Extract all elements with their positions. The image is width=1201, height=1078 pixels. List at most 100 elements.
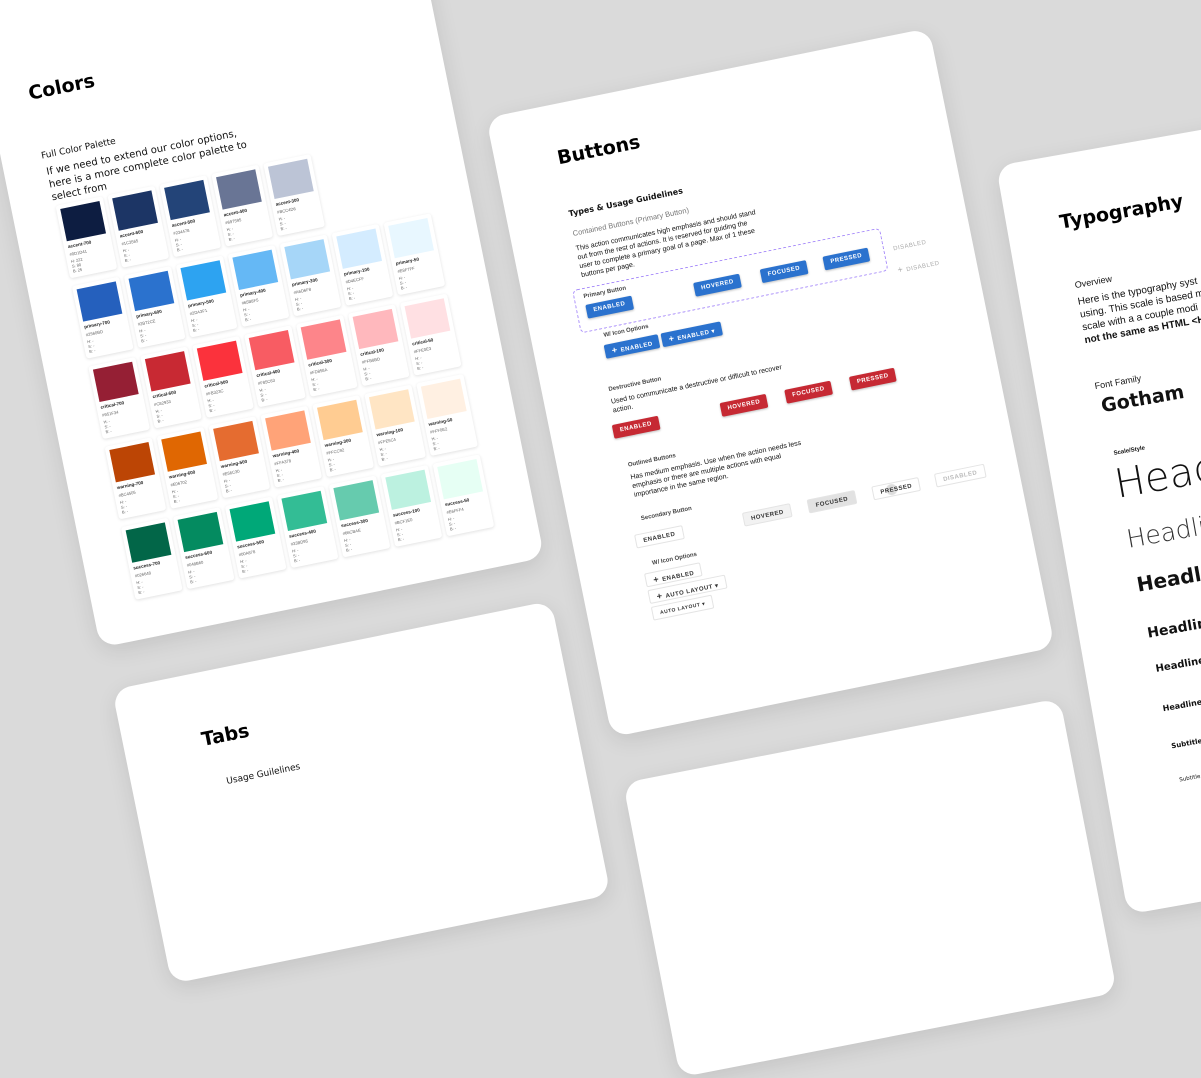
- color-chip: [281, 490, 328, 532]
- swatch-card-warning-400[interactable]: warning-400 #FFA378 H: - S: - B: -: [260, 405, 323, 488]
- swatch-card-primary-700[interactable]: primary-700 #2560BD H: - S: - B: -: [71, 276, 134, 359]
- swatch-card-primary-500[interactable]: primary-500 #2DA3F1 H: - S: - B: -: [175, 255, 238, 338]
- primary-disabled-button[interactable]: DISABLED: [892, 239, 927, 253]
- colors-card: Colors Full Color Palette If we need to …: [0, 0, 545, 648]
- swatch-card-success-100[interactable]: success-100 #BCF1E0 H: - S: - B: -: [380, 464, 443, 547]
- swatch-card-critical-300[interactable]: critical-300 #FD858A H: - S: - B: -: [295, 314, 358, 397]
- swatch-card-critical-100[interactable]: critical-100 #FFB8BD H: - S: - B: -: [347, 304, 410, 387]
- swatch-hex: #0D1D41: [69, 248, 88, 257]
- swatch-card-warning-500[interactable]: warning-500 #E56C30 H: - S: - B: -: [208, 416, 271, 499]
- secondary-pressed-button[interactable]: PRESSED: [871, 476, 922, 501]
- color-chip: [317, 399, 363, 441]
- swatch-hex: #FFB8BD: [361, 356, 381, 365]
- secondary-enabled-button[interactable]: ENABLED: [634, 525, 685, 549]
- color-chip: [161, 431, 207, 472]
- swatch-card-accent-700[interactable]: accent-700 #0D1D41 H: 222 S: 80 B: 25: [55, 196, 118, 279]
- swatch-name: primary-600: [135, 308, 163, 319]
- swatch-name: success-500: [236, 539, 265, 550]
- swatch-card-success-500[interactable]: success-500 #00A878 H: - S: - B: -: [224, 496, 287, 579]
- swatch-card-accent-500[interactable]: accent-500 #234478 H: - S: - B: -: [159, 175, 222, 258]
- swatch-hex: #FFCC92: [325, 447, 345, 456]
- swatch-card-critical-50[interactable]: critical-50 #FFE0E3 H: - S: - B: -: [399, 293, 462, 376]
- swatch-hex: #048B60: [186, 559, 204, 568]
- color-chip: [388, 217, 434, 259]
- swatch-hex: #E56C30: [221, 468, 241, 477]
- swatch-name: primary-400: [239, 287, 267, 298]
- swatch-brightness: B: -: [348, 295, 356, 302]
- secondary-focused-button[interactable]: FOCUSED: [806, 490, 858, 514]
- swatch-card-success-700[interactable]: success-700 #026648 H: - S: - B: -: [120, 517, 183, 600]
- swatch-name: warning-700: [116, 479, 144, 491]
- color-chip: [232, 249, 279, 290]
- swatch-card-warning-700[interactable]: warning-700 #BC4505 H: - S: - B: -: [104, 437, 167, 520]
- swatch-brightness: B: -: [296, 305, 304, 312]
- swatch-brightness: B: -: [137, 588, 145, 596]
- swatch-name: critical-100: [359, 347, 385, 358]
- primary-icon-enabled-button[interactable]: + ENABLED: [603, 334, 661, 359]
- swatch-card-accent-400[interactable]: accent-400 #697595 H: - S: - B: -: [211, 164, 274, 247]
- destructive-pressed-button[interactable]: PRESSED: [848, 367, 897, 391]
- swatch-name: accent-400: [223, 207, 248, 218]
- swatch-hex: #FB323C: [205, 388, 224, 397]
- color-chip: [352, 308, 399, 350]
- swatch-brightness: B: -: [105, 428, 113, 435]
- swatch-brightness: B: -: [312, 385, 320, 393]
- overview-label: Overview: [1074, 273, 1113, 291]
- color-chip: [284, 239, 331, 280]
- swatch-hex: #FFE5C4: [377, 436, 397, 446]
- swatch-name: critical-700: [100, 400, 125, 410]
- caret-down-icon: ▾: [712, 583, 720, 591]
- swatch-card-success-50[interactable]: success-50 #E6FFF4 H: - S: - B: -: [432, 454, 495, 537]
- secondary-disabled-button[interactable]: DISABLED: [933, 463, 987, 488]
- swatch-card-critical-400[interactable]: critical-400 #F85C63 H: - S: - B: -: [244, 325, 306, 408]
- swatch-card-warning-600[interactable]: warning-600 #E06702 H: - S: - B: -: [156, 426, 219, 509]
- primary-icon-dropdown-button[interactable]: + ENABLED ▾: [660, 321, 724, 348]
- swatch-card-success-600[interactable]: success-600 #048B60 H: - S: - B: -: [172, 507, 235, 590]
- swatch-name: primary-100: [343, 266, 370, 277]
- swatch-brightness: B: -: [449, 525, 457, 532]
- swatch-name: accent-300: [275, 197, 300, 207]
- swatch-card-primary-50[interactable]: primary-50 #E8F7FF H: - S: - B: -: [383, 213, 446, 296]
- swatch-card-warning-50[interactable]: warning-50 #FFF0E2 H: - S: - B: -: [416, 373, 478, 457]
- color-chip: [420, 378, 467, 419]
- color-chip: [368, 389, 415, 430]
- color-chip: [112, 190, 158, 231]
- swatch-card-primary-400[interactable]: primary-400 #65B8F5 H: - S: - B: -: [227, 244, 290, 328]
- swatch-card-success-300[interactable]: success-300 #66CBAE H: - S: - B: -: [328, 475, 391, 558]
- swatch-card-accent-600[interactable]: accent-600 #1C3565 H: - S: - B: -: [107, 185, 170, 268]
- swatch-brightness: B: 25: [72, 266, 83, 274]
- swatch-hex: #2560BD: [85, 328, 104, 338]
- caret-down-icon: ▾: [708, 328, 716, 336]
- swatch-hex: #F85C63: [257, 377, 276, 386]
- enabled-label: ENABLED: [620, 341, 654, 354]
- swatch-hex: #2DA3F1: [189, 307, 208, 317]
- swatch-card-critical-500[interactable]: critical-500 #FB323C H: - S: - B: -: [192, 335, 254, 418]
- auto-layout-label: AUTO LAYOUT: [659, 602, 702, 617]
- color-chip: [125, 522, 172, 563]
- swatch-card-primary-100[interactable]: primary-100 #D4ECFF H: - S: - B: -: [331, 223, 394, 306]
- buttons-card: Buttons Types & Usage Guidelines Contain…: [486, 27, 1055, 738]
- swatch-hex: #951F34: [101, 409, 119, 418]
- swatch-name: success-100: [392, 507, 421, 518]
- destructive-hovered-button[interactable]: HOVERED: [719, 393, 769, 417]
- swatch-brightness: B: -: [433, 445, 441, 452]
- swatch-card-primary-600[interactable]: primary-600 #2B72CE H: - S: - B: -: [123, 266, 186, 349]
- swatch-card-warning-100[interactable]: warning-100 #FFE5C4 H: - S: - B: -: [364, 384, 427, 467]
- swatch-hex: #BC4505: [118, 489, 137, 499]
- swatch-card-primary-300[interactable]: primary-300 #A6D6F8 H: - S: - B: -: [279, 234, 342, 317]
- destructive-enabled-button[interactable]: ENABLED: [611, 415, 661, 439]
- primary-disabled-icon-button[interactable]: + DISABLED: [889, 253, 947, 278]
- swatch-hex: #BCC4D6: [276, 206, 297, 215]
- headline-2-sample: Headlir: [1124, 509, 1201, 554]
- swatch-card-accent-300[interactable]: accent-300 #BCC4D6 H: - S: - B: -: [263, 154, 326, 237]
- destructive-focused-button[interactable]: FOCUSED: [784, 380, 833, 404]
- secondary-hovered-button[interactable]: HOVERED: [741, 503, 793, 527]
- swatch-card-success-400[interactable]: success-400 #33BD95 H: - S: - B: -: [276, 485, 339, 569]
- swatch-brightness: B: -: [416, 364, 424, 371]
- swatch-card-critical-600[interactable]: critical-600 #C82933 H: - S: - B: -: [140, 346, 202, 429]
- typography-title: Typography: [1057, 190, 1185, 234]
- swatch-card-warning-300[interactable]: warning-300 #FFCC92 H: - S: - B: -: [312, 395, 375, 478]
- swatch-card-critical-700[interactable]: critical-700 #951F34 H: - S: - B: -: [88, 356, 151, 440]
- color-chip: [385, 469, 432, 510]
- swatch-brightness: B: -: [140, 337, 148, 344]
